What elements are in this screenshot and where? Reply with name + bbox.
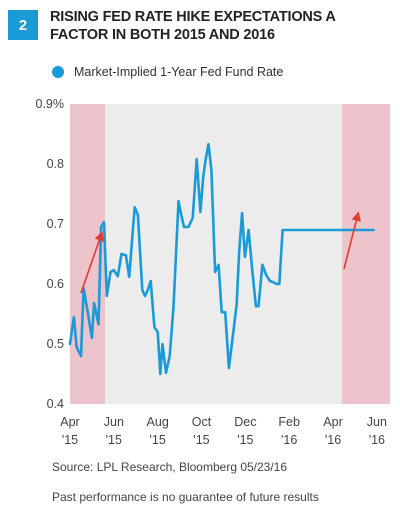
x-tick-label-month: Jun xyxy=(104,415,124,429)
y-tick-label: 0.6 xyxy=(47,277,64,291)
y-tick-label: 0.9% xyxy=(36,97,65,111)
trend-arrow xyxy=(343,211,361,270)
legend-marker-icon xyxy=(52,66,64,78)
shaded-region-pink xyxy=(341,104,390,404)
source-note: Source: LPL Research, Bloomberg 05/23/16 xyxy=(52,460,288,474)
figure-number-badge: 2 xyxy=(8,10,38,40)
x-tick-label-year: '15 xyxy=(150,433,166,447)
x-tick-label-year: '16 xyxy=(325,433,341,447)
x-tick-label-year: '15 xyxy=(106,433,122,447)
x-tick-label-month: Dec xyxy=(234,415,256,429)
series-line-fed-fund-rate xyxy=(68,142,375,376)
y-tick-label: 0.8 xyxy=(47,157,64,171)
y-tick-label: 0.4 xyxy=(47,397,64,411)
x-tick-label-month: Feb xyxy=(278,415,300,429)
x-tick-label-year: '15 xyxy=(237,433,253,447)
x-tick-label-month: Jun xyxy=(367,415,387,429)
x-tick-label-year: '16 xyxy=(281,433,297,447)
line-chart: 0.4 0.5 0.6 0.7 0.8 0.9% Apr '15 Jun '15 Aug '15 Oct… xyxy=(36,97,390,447)
disclaimer-note: Past performance is no guarantee of futu… xyxy=(52,490,319,504)
x-tick-label-year: '16 xyxy=(369,433,385,447)
shaded-region-gray xyxy=(105,104,342,404)
x-tick-label-year: '15 xyxy=(193,433,209,447)
x-tick-label-month: Apr xyxy=(323,415,342,429)
legend: Market-Implied 1-Year Fed Fund Rate xyxy=(52,65,283,79)
trend-arrow xyxy=(80,231,104,294)
chart-title: RISING FED RATE HIKE EXPECTATIONS A FACT… xyxy=(50,9,336,43)
x-tick-label-month: Oct xyxy=(192,415,212,429)
x-tick-label-month: Aug xyxy=(147,415,169,429)
y-tick-label: 0.5 xyxy=(47,337,64,351)
legend-label: Market-Implied 1-Year Fed Fund Rate xyxy=(74,65,284,79)
y-tick-label: 0.7 xyxy=(47,217,64,231)
x-tick-label-year: '15 xyxy=(62,433,78,447)
x-tick-label-month: Apr xyxy=(60,415,79,429)
